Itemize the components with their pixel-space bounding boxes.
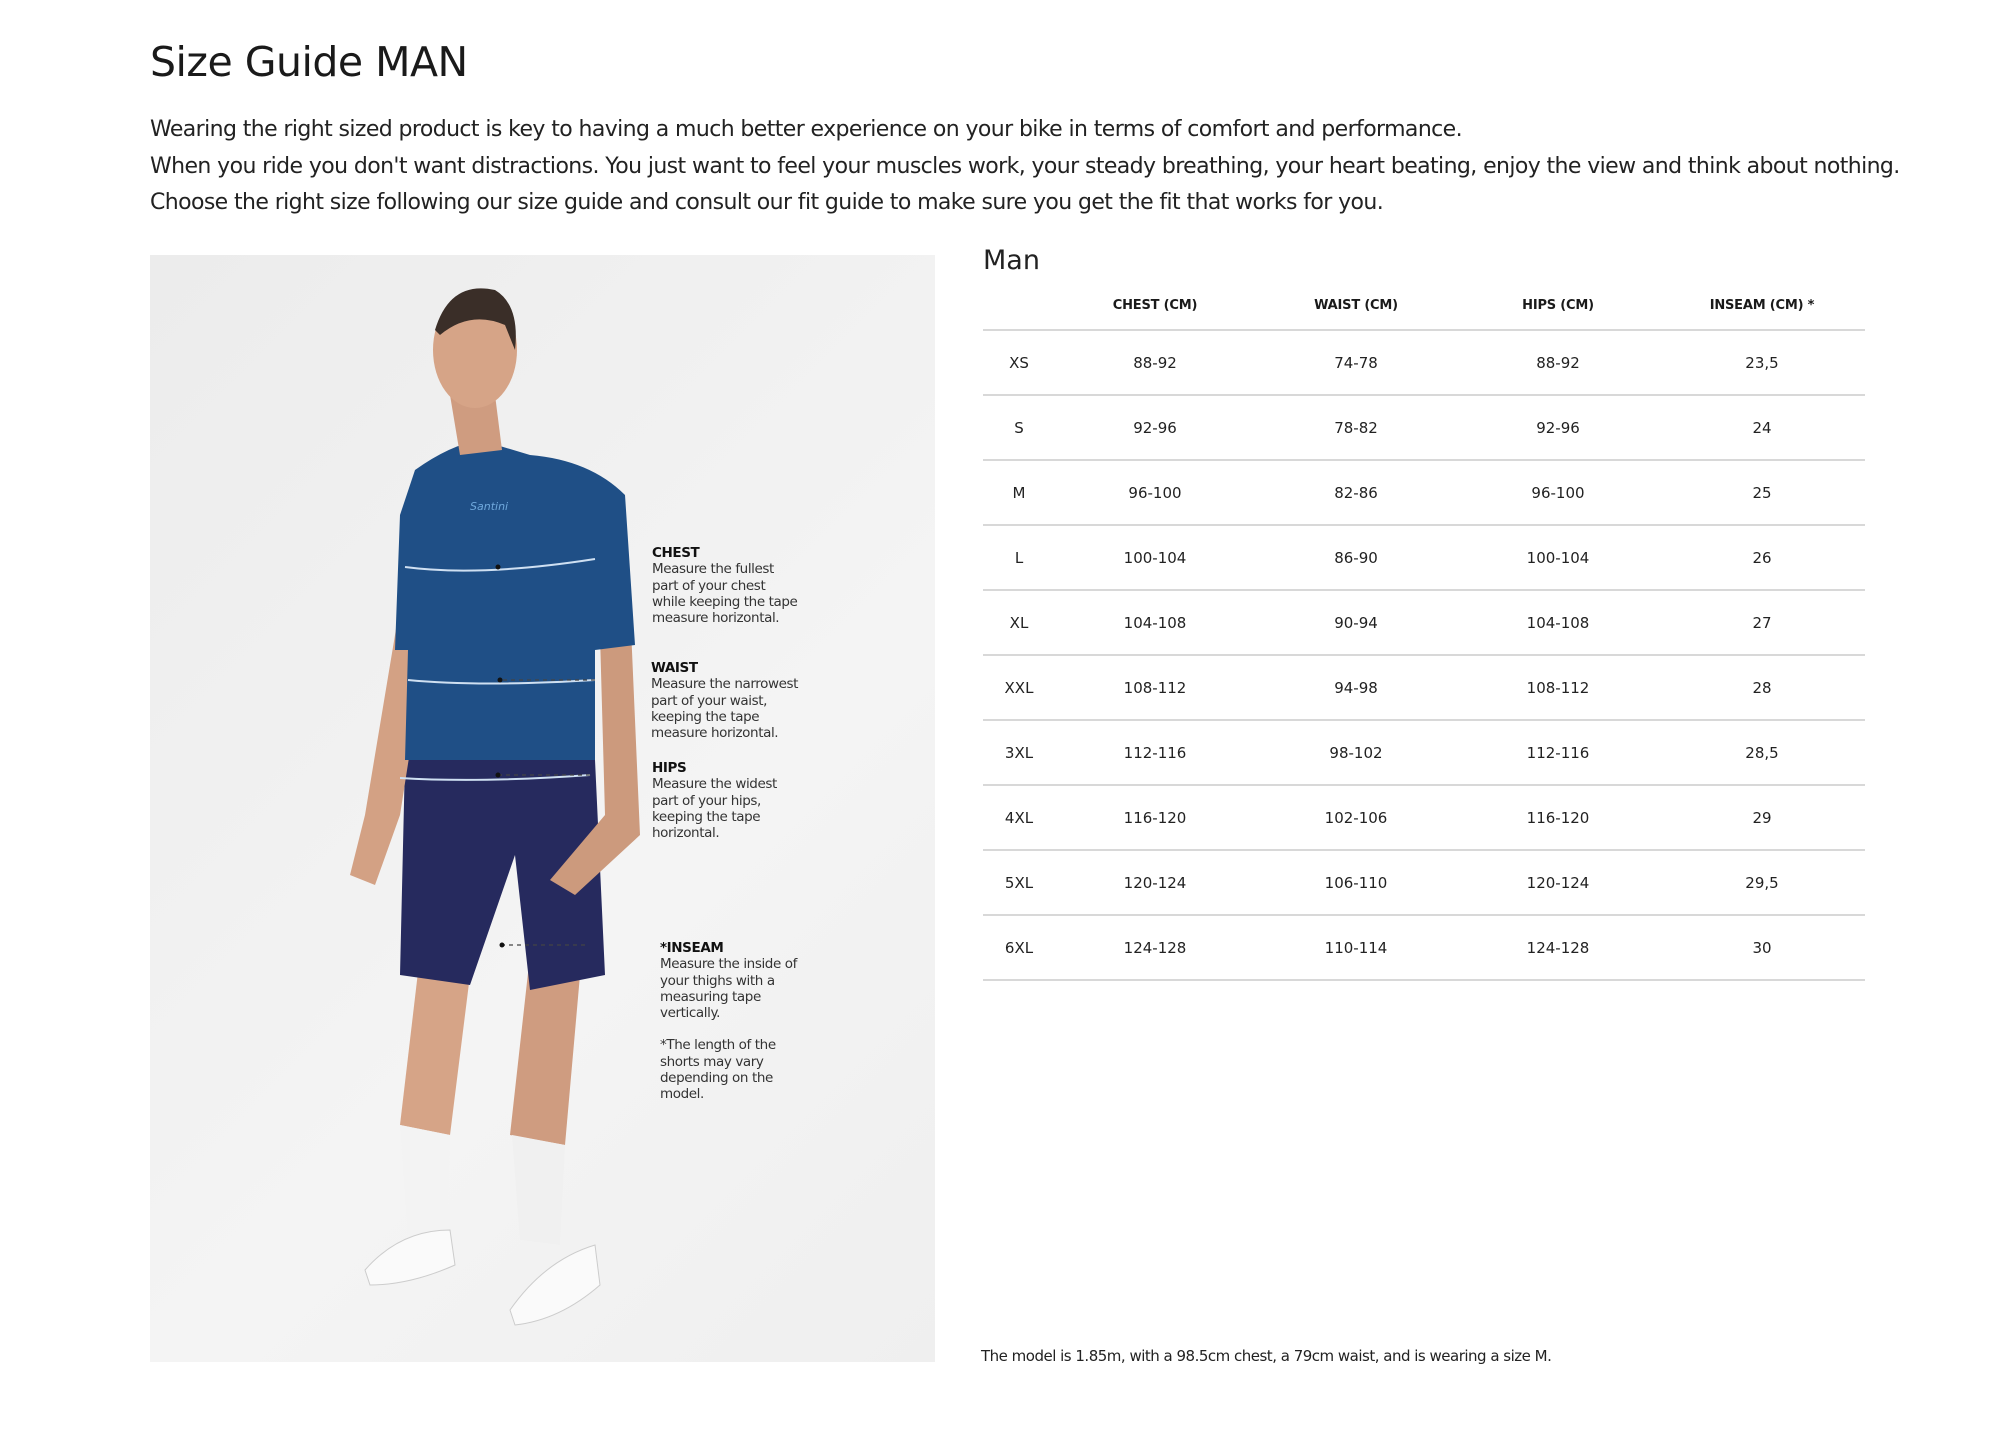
size-label: 6XL [983, 915, 1055, 981]
table-header-row: CHEST (CM) WAIST (CM) HIPS (CM) INSEAM (CM)… [983, 282, 1865, 331]
shorts [400, 760, 605, 990]
page-title: Size Guide MAN [150, 38, 468, 86]
size-label: XS [983, 330, 1055, 396]
table-cell: 23,5 [1659, 330, 1865, 396]
table-cell: 26 [1659, 525, 1865, 591]
table-cell: 28 [1659, 655, 1865, 721]
table-cell: 29,5 [1659, 850, 1865, 916]
model-figure: Santini [350, 288, 640, 1326]
model-measurement-image: Santini CHEST Measure the fullest part o… [150, 255, 935, 1362]
table-title: Man [983, 245, 1040, 276]
column-header: CHEST (CM) [1055, 282, 1255, 331]
size-label: L [983, 525, 1055, 591]
table-cell: 28,5 [1659, 720, 1865, 786]
intro-text: Wearing the right sized product is key t… [150, 112, 1900, 222]
table-cell: 112-116 [1457, 720, 1659, 786]
table-cell: 120-124 [1055, 850, 1255, 916]
table-cell: 104-108 [1055, 590, 1255, 656]
table-row: XXL 108-112 94-98 108-112 28 [983, 655, 1865, 721]
table-cell: 94-98 [1255, 655, 1457, 721]
table-row: 3XL 112-116 98-102 112-116 28,5 [983, 720, 1865, 786]
table-cell: 78-82 [1255, 395, 1457, 461]
waist-note: WAIST Measure the narrowest part of your… [651, 660, 799, 742]
size-table-section: Man CHEST (CM) WAIST (CM) HIPS (CM) INSEAM … [983, 245, 1865, 981]
table-cell: 98-102 [1255, 720, 1457, 786]
table-cell: 86-90 [1255, 525, 1457, 591]
model-footnote: The model is 1.85m, with a 98.5cm chest,… [981, 1347, 1552, 1365]
column-header: INSEAM (CM) * [1659, 282, 1865, 331]
table-row: XL 104-108 90-94 104-108 27 [983, 590, 1865, 656]
column-header: WAIST (CM) [1255, 282, 1457, 331]
size-label: S [983, 395, 1055, 461]
table-cell: 100-104 [1055, 525, 1255, 591]
table-cell: 124-128 [1457, 915, 1659, 981]
table-cell: 29 [1659, 785, 1865, 851]
table-cell: 110-114 [1255, 915, 1457, 981]
jersey-logo: Santini [470, 500, 508, 513]
size-label: XL [983, 590, 1055, 656]
size-label: 4XL [983, 785, 1055, 851]
table-cell: 116-120 [1055, 785, 1255, 851]
table-cell: 90-94 [1255, 590, 1457, 656]
table-cell: 100-104 [1457, 525, 1659, 591]
intro-line: Wearing the right sized product is key t… [150, 117, 1463, 142]
size-label: 3XL [983, 720, 1055, 786]
table-row: 5XL 120-124 106-110 120-124 29,5 [983, 850, 1865, 916]
intro-line: When you ride you don't want distraction… [150, 153, 1900, 179]
table-cell: 96-100 [1055, 460, 1255, 526]
table-row: M 96-100 82-86 96-100 25 [983, 460, 1865, 526]
table-cell: 116-120 [1457, 785, 1659, 851]
table-cell: 108-112 [1055, 655, 1255, 721]
table-cell: 92-96 [1055, 395, 1255, 461]
table-row: XS 88-92 74-78 88-92 23,5 [983, 330, 1865, 396]
table-row: 6XL 124-128 110-114 124-128 30 [983, 915, 1865, 981]
table-cell: 25 [1659, 460, 1865, 526]
table-row: S 92-96 78-82 92-96 24 [983, 395, 1865, 461]
table-cell: 82-86 [1255, 460, 1457, 526]
table-row: 4XL 116-120 102-106 116-120 29 [983, 785, 1865, 851]
table-cell: 24 [1659, 395, 1865, 461]
table-cell: 112-116 [1055, 720, 1255, 786]
table-cell: 30 [1659, 915, 1865, 981]
table-cell: 88-92 [1457, 330, 1659, 396]
table-cell: 92-96 [1457, 395, 1659, 461]
table-cell: 124-128 [1055, 915, 1255, 981]
table-cell: 88-92 [1055, 330, 1255, 396]
size-table: CHEST (CM) WAIST (CM) HIPS (CM) INSEAM (CM)… [983, 282, 1865, 981]
table-cell: 104-108 [1457, 590, 1659, 656]
table-cell: 74-78 [1255, 330, 1457, 396]
hips-note: HIPS Measure the widest part of your hip… [652, 760, 777, 842]
table-cell: 96-100 [1457, 460, 1659, 526]
jersey [395, 440, 635, 760]
table-cell: 106-110 [1255, 850, 1457, 916]
table-cell: 120-124 [1457, 850, 1659, 916]
table-row: L 100-104 86-90 100-104 26 [983, 525, 1865, 591]
table-cell: 102-106 [1255, 785, 1457, 851]
column-header: HIPS (CM) [1457, 282, 1659, 331]
column-header [983, 282, 1055, 331]
table-cell: 27 [1659, 590, 1865, 656]
size-label: M [983, 460, 1055, 526]
size-label: 5XL [983, 850, 1055, 916]
chest-note: CHEST Measure the fullest part of your c… [652, 545, 798, 627]
table-cell: 108-112 [1457, 655, 1659, 721]
intro-line: Choose the right size following our size… [150, 190, 1384, 215]
inseam-note: *INSEAM Measure the inside of your thigh… [660, 940, 797, 1103]
size-label: XXL [983, 655, 1055, 721]
